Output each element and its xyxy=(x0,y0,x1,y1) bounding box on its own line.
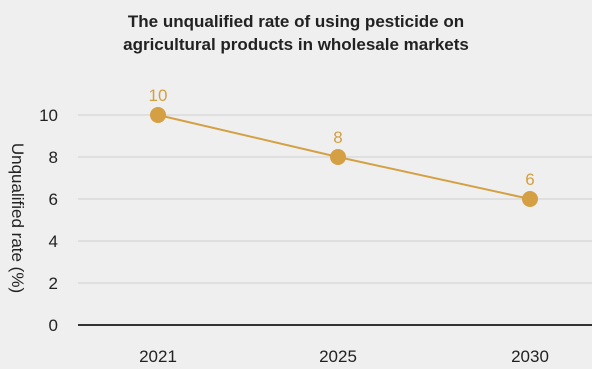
x-tick-label-2030: 2030 xyxy=(511,347,549,366)
data-point-2021 xyxy=(150,107,166,123)
y-tick-label-6: 6 xyxy=(49,190,58,209)
data-labels: 10 8 6 xyxy=(149,86,535,189)
data-label-2021: 10 xyxy=(149,86,168,105)
y-axis-label: Unqualified rate (%) xyxy=(8,143,27,293)
y-tick-label-0: 0 xyxy=(49,316,58,335)
data-label-2025: 8 xyxy=(333,128,342,147)
series xyxy=(150,107,538,207)
chart-title: The unqualified rate of using pesticide … xyxy=(0,10,592,56)
chart-title-line-1: The unqualified rate of using pesticide … xyxy=(127,12,465,31)
grid-lines xyxy=(78,114,592,284)
y-tick-label-8: 8 xyxy=(49,148,58,167)
y-tick-label-10: 10 xyxy=(39,106,58,125)
x-tick-label-2021: 2021 xyxy=(139,347,177,366)
data-point-2025 xyxy=(330,149,346,165)
y-tick-labels: 0 2 4 6 8 10 xyxy=(39,106,58,335)
x-tick-labels: 2021 2025 2030 xyxy=(139,347,549,366)
data-label-2030: 6 xyxy=(525,170,534,189)
x-tick-label-2025: 2025 xyxy=(319,347,357,366)
chart-title-line-2: agricultural products in wholesale marke… xyxy=(123,35,469,54)
y-tick-label-2: 2 xyxy=(49,274,58,293)
y-tick-label-4: 4 xyxy=(49,232,58,251)
data-point-2030 xyxy=(522,191,538,207)
